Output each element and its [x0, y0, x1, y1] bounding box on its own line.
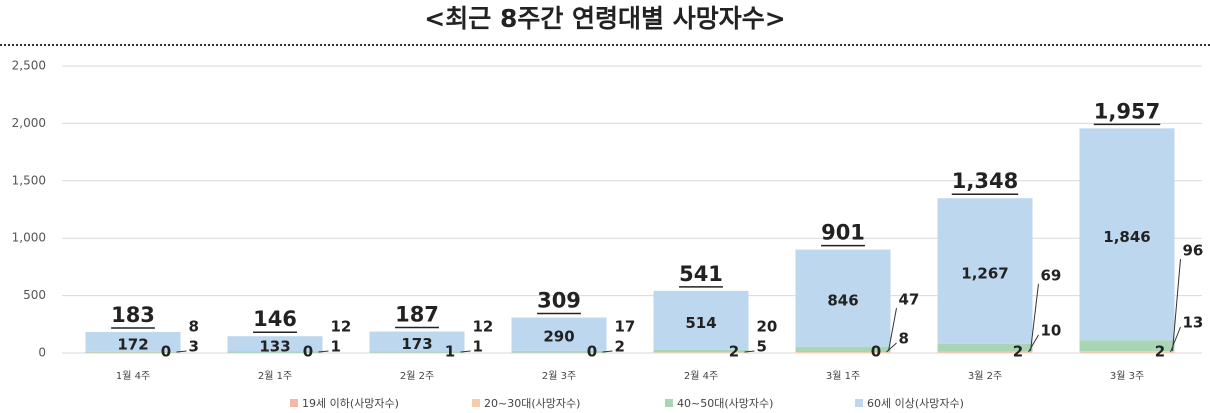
legend-swatch [855, 399, 863, 407]
bar-value-label: 1 [331, 338, 341, 356]
bar-segment [1079, 128, 1175, 341]
bar-value-label: 5 [757, 338, 767, 356]
bar-value-label: 0 [587, 343, 597, 361]
bar-value-label: 2 [615, 338, 625, 356]
leader-line [1028, 334, 1039, 353]
bar-value-label: 12 [331, 318, 352, 336]
bar-value-label: 2 [1155, 343, 1165, 361]
leader-line [744, 350, 755, 353]
bar-segment [227, 351, 323, 353]
bar-segment [937, 198, 1033, 344]
bar-segment [653, 352, 749, 353]
y-tick-label: 500 [23, 288, 46, 302]
legend-swatch [290, 399, 298, 407]
legend-label: 40~50대(사망자수) [677, 397, 773, 410]
leader-line [318, 350, 329, 353]
bar-value-label: 10 [1041, 322, 1062, 340]
bar-value-label: 69 [1041, 266, 1062, 284]
bar-value-label: 172 [117, 335, 148, 353]
bar-value-label: 1,267 [961, 264, 1008, 282]
bar-value-label: 1 [445, 343, 455, 361]
leader-line [460, 350, 471, 353]
bar-segment [511, 350, 607, 353]
bar-segment [795, 352, 891, 353]
total-label: 183 [111, 303, 155, 327]
bar-segment [795, 346, 891, 353]
bar-value-label: 47 [899, 291, 920, 309]
leader-line [888, 308, 897, 352]
legend-swatch [472, 399, 480, 407]
leader-line [1170, 326, 1181, 353]
leader-line [602, 350, 613, 353]
total-label: 901 [821, 221, 865, 245]
x-tick-label: 2월 1주 [258, 370, 292, 382]
bar-value-label: 173 [401, 335, 432, 353]
x-tick-label: 1월 4주 [116, 370, 150, 382]
x-tick-label: 2월 4주 [684, 370, 718, 382]
bar-value-label: 514 [685, 314, 716, 332]
bar-value-label: 2 [729, 343, 739, 361]
bar-segment [795, 249, 891, 347]
bar-segment [85, 351, 181, 353]
bar-value-label: 133 [259, 337, 290, 355]
bar-value-label: 13 [1183, 314, 1204, 332]
total-label: 146 [253, 307, 297, 331]
bar-segment [1079, 351, 1175, 353]
y-tick-label: 0 [38, 346, 46, 360]
bar-segment [653, 349, 749, 353]
chart-title: <최근 8주간 연령대별 사망자수> [424, 4, 785, 33]
leader-line [176, 350, 187, 353]
bar-value-label: 290 [543, 328, 574, 346]
bar-value-label: 0 [303, 343, 313, 361]
bar-segment [369, 351, 465, 353]
bar-value-label: 8 [189, 318, 199, 336]
bar-value-label: 1,846 [1103, 228, 1150, 246]
legend-label: 19세 이하(사망자수) [302, 396, 399, 410]
bar-segment [653, 290, 749, 350]
bar-segment [85, 331, 181, 352]
leader-line [1030, 283, 1039, 352]
bar-value-label: 3 [189, 338, 199, 356]
y-tick-label: 1,500 [12, 173, 46, 187]
bar-segment [369, 331, 465, 352]
bar-value-label: 12 [473, 318, 494, 336]
bar-value-label: 8 [899, 330, 909, 348]
bar-value-label: 17 [615, 318, 636, 336]
leader-line [1172, 259, 1181, 352]
bar-segment [227, 336, 323, 352]
total-label: 1,957 [1094, 99, 1160, 123]
x-tick-label: 2월 3주 [542, 370, 576, 382]
bar-value-label: 846 [827, 292, 858, 310]
bar-segment [1079, 340, 1175, 352]
bar-value-label: 1 [473, 338, 483, 356]
bar-segment [937, 351, 1033, 353]
bar-value-label: 2 [1013, 343, 1023, 361]
total-label: 541 [679, 262, 723, 286]
bar-value-label: 96 [1183, 242, 1204, 260]
y-tick-label: 2,000 [12, 116, 46, 130]
total-label: 309 [537, 289, 581, 313]
x-tick-label: 3월 2주 [968, 370, 1002, 382]
y-tick-label: 1,000 [12, 231, 46, 245]
legend-label: 20~30대(사망자수) [484, 397, 580, 410]
x-tick-label: 3월 1주 [826, 370, 860, 382]
x-tick-label: 3월 3주 [1110, 370, 1144, 382]
y-tick-label: 2,500 [12, 59, 46, 73]
total-label: 187 [395, 303, 439, 327]
legend-swatch [665, 399, 673, 407]
bar-value-label: 0 [871, 343, 881, 361]
legend-label: 60세 이상(사망자수) [867, 397, 964, 410]
bar-value-label: 20 [757, 318, 778, 336]
bar-segment [937, 343, 1033, 352]
total-label: 1,348 [952, 169, 1018, 193]
bar-value-label: 0 [161, 343, 171, 361]
x-tick-label: 2월 2주 [400, 370, 434, 382]
bar-segment [511, 317, 607, 351]
